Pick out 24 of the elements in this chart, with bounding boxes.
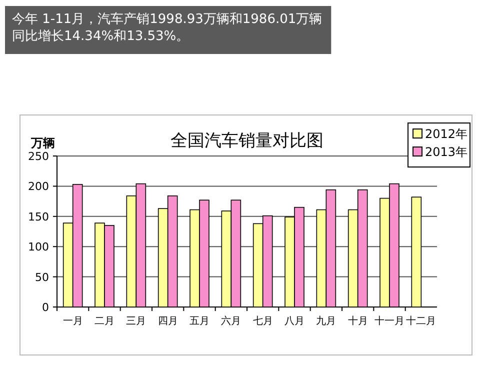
x-tick-label: 十月	[348, 315, 368, 327]
x-tick-label: 一月	[62, 316, 83, 327]
legend-label: 2012年	[425, 127, 468, 141]
x-tick-label: 十二月	[406, 315, 436, 327]
text: 同比增长14.34%和13.53%。	[12, 29, 190, 44]
legend-label: 2013年	[425, 145, 468, 159]
x-tick-label: 四月	[158, 316, 178, 327]
x-tick-label: 七月	[252, 315, 273, 327]
x-tick-label: 十一月	[374, 315, 404, 327]
y-tick-label: 50	[35, 270, 49, 284]
x-tick-label: 六月	[221, 315, 242, 327]
chart-title: 全国汽车销量对比图	[170, 131, 324, 150]
text: 今年 1-11月，汽车产销1998.93万辆和1986.01万辆	[12, 12, 322, 27]
y-tick-label: 100	[28, 240, 49, 254]
y-tick-label: 0	[42, 301, 49, 314]
x-tick-label: 八月	[284, 316, 304, 327]
y-axis-title: 万辆	[30, 136, 55, 150]
y-tick-label: 150	[28, 210, 49, 224]
x-tick-label: 三月	[126, 316, 146, 327]
y-tick-label: 200	[28, 180, 49, 194]
x-tick-label: 二月	[94, 316, 114, 327]
x-tick-label: 五月	[190, 316, 210, 327]
x-tick-label: 九月	[316, 315, 336, 327]
y-tick-label: 250	[28, 150, 49, 163]
